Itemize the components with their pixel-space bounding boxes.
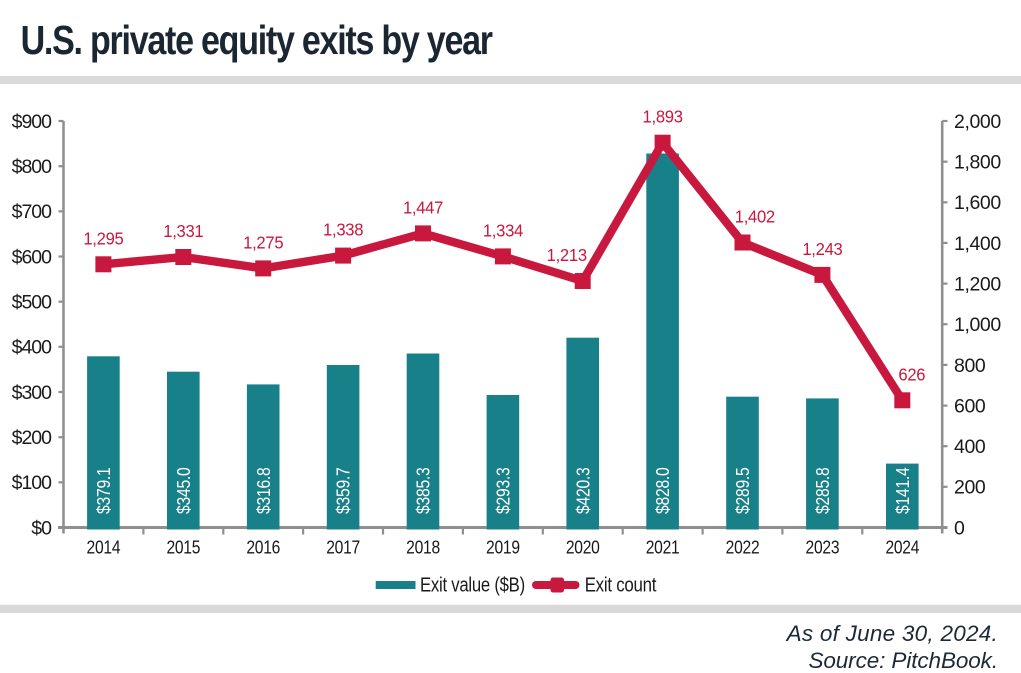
svg-text:$289.5: $289.5 (732, 467, 754, 514)
svg-text:Source: PitchBook.: Source: PitchBook. (808, 648, 998, 673)
svg-text:$345.0: $345.0 (173, 467, 195, 514)
svg-text:1,295: 1,295 (83, 229, 123, 248)
svg-text:2019: 2019 (486, 537, 520, 558)
svg-text:2024: 2024 (885, 537, 919, 558)
svg-text:1,200: 1,200 (954, 274, 1001, 296)
svg-text:$900: $900 (12, 111, 53, 133)
svg-text:$379.1: $379.1 (93, 467, 115, 514)
svg-text:2017: 2017 (326, 537, 360, 558)
svg-text:2,000: 2,000 (954, 111, 1001, 133)
svg-text:$100: $100 (12, 472, 53, 494)
svg-text:$400: $400 (12, 337, 53, 359)
svg-text:2016: 2016 (246, 537, 280, 558)
svg-text:$600: $600 (12, 246, 53, 268)
svg-text:1,400: 1,400 (954, 233, 1001, 255)
svg-text:$285.8: $285.8 (812, 467, 834, 514)
svg-text:2020: 2020 (566, 537, 600, 558)
svg-text:800: 800 (954, 355, 986, 377)
svg-text:1,402: 1,402 (735, 207, 775, 226)
svg-text:2021: 2021 (646, 537, 680, 558)
svg-text:$293.3: $293.3 (492, 467, 514, 514)
svg-text:400: 400 (954, 436, 986, 458)
svg-text:1,800: 1,800 (954, 152, 1001, 174)
svg-text:600: 600 (954, 396, 986, 418)
svg-text:$828.0: $828.0 (652, 467, 674, 514)
svg-text:$0: $0 (31, 517, 52, 539)
svg-text:$385.3: $385.3 (412, 467, 434, 514)
svg-text:1,000: 1,000 (954, 314, 1001, 336)
svg-text:1,338: 1,338 (323, 220, 363, 239)
svg-text:$800: $800 (12, 156, 53, 178)
svg-text:Exit value ($B): Exit value ($B) (420, 573, 525, 596)
svg-text:As of June 30, 2024.: As of June 30, 2024. (785, 621, 998, 646)
svg-text:$141.4: $141.4 (892, 467, 914, 514)
svg-text:1,600: 1,600 (954, 192, 1001, 214)
svg-text:0: 0 (954, 517, 965, 539)
svg-text:2014: 2014 (87, 537, 121, 558)
svg-text:U.S. private equity exits by y: U.S. private equity exits by year (21, 17, 494, 63)
svg-text:$359.7: $359.7 (332, 467, 354, 514)
svg-text:2023: 2023 (806, 537, 840, 558)
svg-text:1,213: 1,213 (547, 246, 587, 265)
svg-text:$200: $200 (12, 427, 53, 449)
svg-text:$500: $500 (12, 292, 53, 314)
svg-text:626: 626 (898, 365, 925, 384)
svg-text:1,243: 1,243 (802, 240, 842, 259)
svg-text:1,893: 1,893 (643, 107, 683, 126)
svg-text:200: 200 (954, 477, 986, 499)
svg-text:2022: 2022 (726, 537, 760, 558)
svg-text:$300: $300 (12, 382, 53, 404)
svg-text:1,275: 1,275 (243, 233, 283, 252)
svg-text:$316.8: $316.8 (253, 467, 275, 514)
svg-text:$420.3: $420.3 (572, 467, 594, 514)
svg-text:Exit count: Exit count (585, 573, 657, 596)
svg-text:1,447: 1,447 (403, 198, 443, 217)
svg-text:2018: 2018 (406, 537, 440, 558)
svg-text:$700: $700 (12, 201, 53, 223)
svg-text:1,334: 1,334 (483, 221, 523, 240)
svg-text:1,331: 1,331 (163, 222, 203, 241)
svg-text:2015: 2015 (166, 537, 200, 558)
